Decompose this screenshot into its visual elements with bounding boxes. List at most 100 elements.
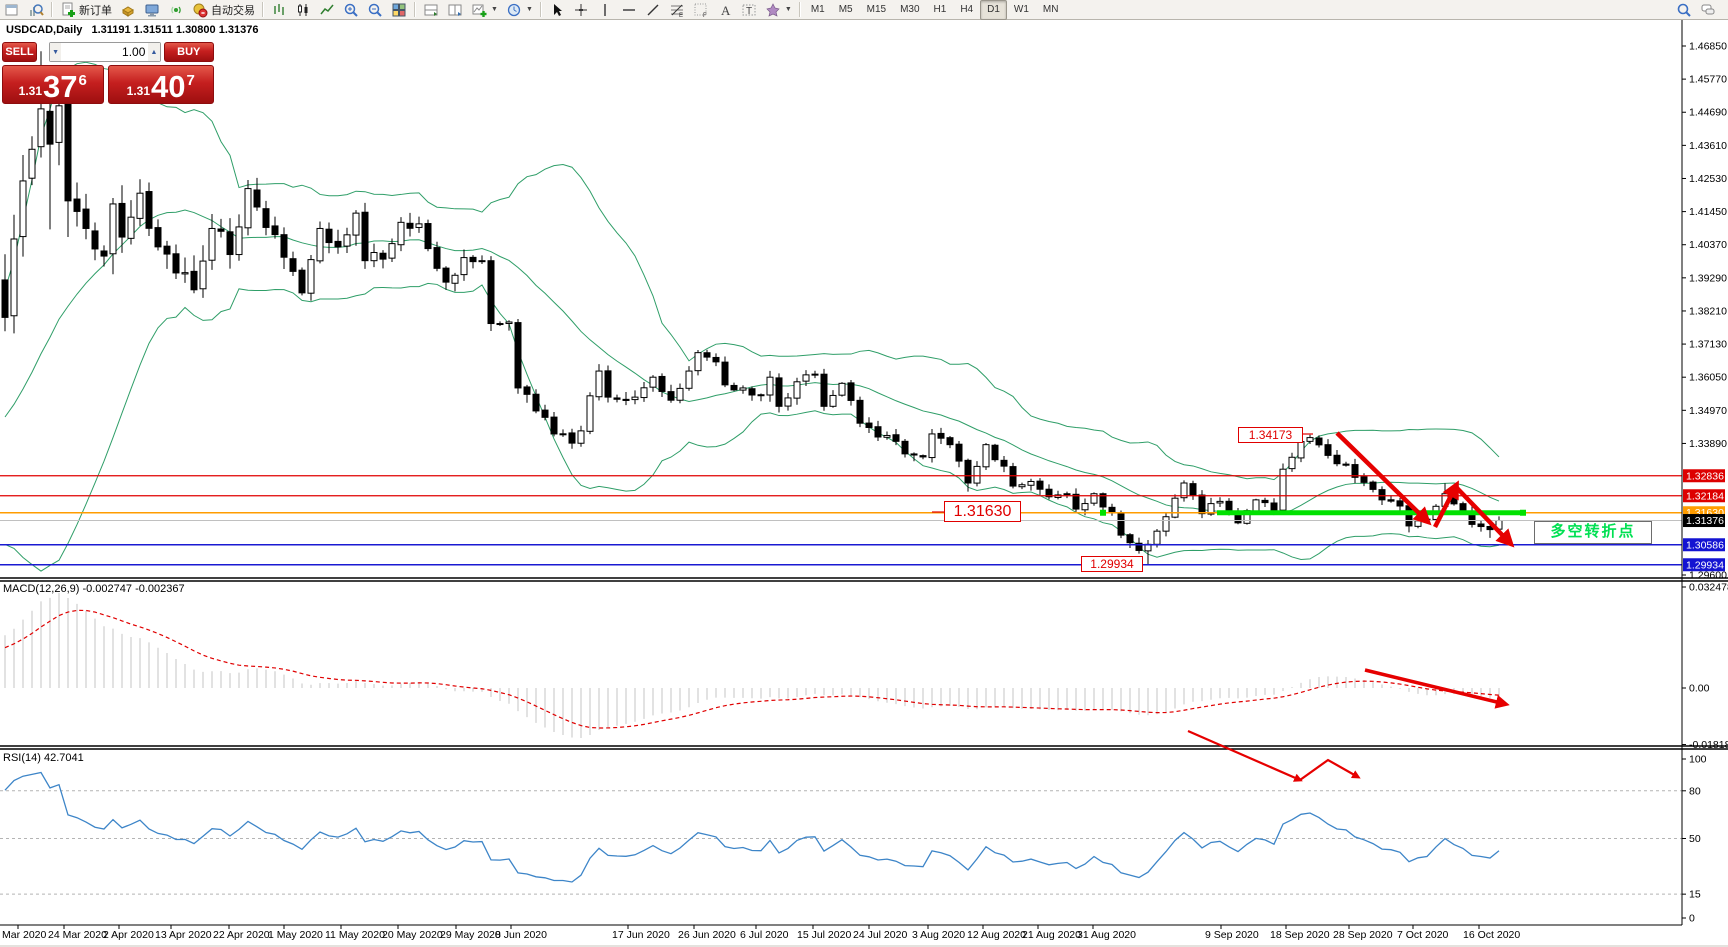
trendline-handle[interactable] [1520,509,1526,516]
toolbar-trendline-button[interactable] [641,0,665,20]
toolbar-fibonacci-button[interactable]: E [665,0,689,20]
macd-axis-tick: 0.00 [1689,683,1710,695]
rsi-trend-arrow[interactable] [1299,758,1361,781]
toolbar-separator [414,2,416,17]
timeframe-mn-button[interactable]: MN [1042,4,1059,15]
price-axis-tick: 1.46850 [1689,41,1727,53]
price-chart-canvas[interactable]: 1.46850 1.45770 1.44690 1.43610 1.42530 1.414… [0,20,1728,947]
toolbar-separator [798,2,801,17]
toolbar-profiles-button[interactable]: ▼ [502,0,537,20]
trendline-handle[interactable] [1100,509,1106,516]
toolbar-line-chart-button[interactable] [315,0,339,20]
one-click-trading-panel: SELL ▼ ▲ BUY 1.31 37 6 1.31 40 7 [2,42,215,104]
price-annotation-low[interactable]: 1.29934 [1081,556,1143,572]
candle-bearish [613,397,621,400]
price-trend-arrow[interactable] [1454,485,1515,548]
candle-bearish [271,225,279,236]
price-trend-arrow[interactable] [1432,480,1459,529]
toolbar-new-chart-button[interactable]: ▼ [467,0,502,20]
candle-bearish [1324,444,1332,456]
rsi-trend-arrow[interactable] [1187,729,1303,782]
candle-bearish [145,191,153,229]
timeframe-h1-button[interactable]: H1 [933,4,947,15]
volume-input[interactable] [61,43,149,61]
toolbar-chat-button[interactable] [1696,0,1720,20]
timeframe-d1-button[interactable]: D1 [980,0,1007,20]
candle-bullish [982,444,990,468]
toolbar-zoom-in-button[interactable] [339,0,363,20]
price-annotation-support[interactable]: 1.31630 [944,501,1021,522]
date-axis-label: 3 Aug 2020 [912,929,965,941]
candle-bullish [1171,497,1179,518]
candle-bullish [505,321,513,325]
toolbar-tile-windows-button[interactable] [387,0,411,20]
toolbar-search-button[interactable] [1672,0,1696,20]
timeframe-m15-button[interactable]: M15 [866,4,887,15]
candle-bullish [1081,503,1089,511]
candle-bullish [55,105,63,143]
toolbar-vertical-line-button[interactable] [593,0,617,20]
toolbar-market-watch-button[interactable] [116,0,140,20]
toolbar-autotrade-button[interactable]: 自动交易 [188,0,259,20]
sell-price-main: 37 [43,69,78,104]
candle-bearish [1360,476,1368,483]
sell-button[interactable]: SELL [2,42,37,62]
toolbar-cursor-button[interactable] [545,0,569,20]
candle-bearish [217,228,225,232]
candle-bearish [1189,483,1197,496]
candle-bearish [154,227,162,248]
price-axis-tick: 1.38210 [1689,305,1727,317]
turning-point-label[interactable]: 多空转折点 [1534,521,1652,544]
price-tag-value: 1.29934 [1686,559,1724,571]
toolbar-terminal-button[interactable] [140,0,164,20]
candle-bearish [865,422,873,428]
buy-price-box[interactable]: 1.31 40 7 [107,65,214,104]
rsi-indicator-label: RSI(14) 42.7041 [3,752,84,764]
candle-bearish [1072,493,1080,510]
toolbar-grid-button[interactable]: F [689,0,713,20]
volume-decrease-button[interactable]: ▼ [49,43,62,61]
candle-bearish [1459,503,1467,512]
toolbar-shapes-button[interactable]: ▼ [761,0,796,20]
toolbar-text-button[interactable]: A [713,0,737,20]
buy-button[interactable]: BUY [163,42,215,62]
toolbar-arrange-horizontal-button[interactable] [419,0,443,20]
timeframe-m5-button[interactable]: M5 [838,4,853,15]
toolbar-horizontal-line-button[interactable] [617,0,641,20]
toolbar-chart-magnifier-button[interactable] [24,0,48,20]
svg-text:A: A [721,3,731,18]
candle-bearish [487,260,495,325]
candle-bearish [622,398,630,401]
sell-price-pip: 6 [78,72,87,89]
candle-bullish [1162,516,1170,532]
toolbar-bar-chart-button[interactable] [267,0,291,20]
toolbar-zoom-out-button[interactable] [363,0,387,20]
toolbar-new-order-button[interactable]: 新订单 [56,0,116,20]
candle-bearish [703,352,711,358]
price-axis-tick: 1.37130 [1689,339,1727,351]
sell-price-box[interactable]: 1.31 37 6 [2,65,104,104]
candle-bearish [901,440,909,455]
toolbar-label-button[interactable]: T [737,0,761,20]
toolbar-signal-button[interactable] [164,0,188,20]
toolbar-crosshair-button[interactable] [569,0,593,20]
timeframe-h4-button[interactable]: H4 [960,4,974,15]
candle-bullish [478,260,486,263]
candle-bearish [541,409,549,418]
autotrade-icon [193,3,208,17]
price-annotation-high[interactable]: 1.34173 [1238,427,1303,443]
toolbar-candlestick-button[interactable] [291,0,315,20]
macd-trend-arrow[interactable] [1364,668,1510,709]
crosshair-icon [574,3,587,16]
candle-bullish [1306,437,1314,442]
timeframe-w1-button[interactable]: W1 [1013,4,1029,15]
candlestick-icon [298,3,308,16]
timeframe-m1-button[interactable]: M1 [810,4,825,15]
toolbar-arrange-vertical-button[interactable] [443,0,467,20]
timeframe-m30-button[interactable]: M30 [900,4,920,15]
toolbar-window-button[interactable] [0,0,24,20]
candle-bearish [892,434,900,442]
candle-bearish [73,198,81,212]
price-trend-arrow[interactable] [1335,431,1432,526]
volume-increase-button[interactable]: ▲ [148,43,160,61]
